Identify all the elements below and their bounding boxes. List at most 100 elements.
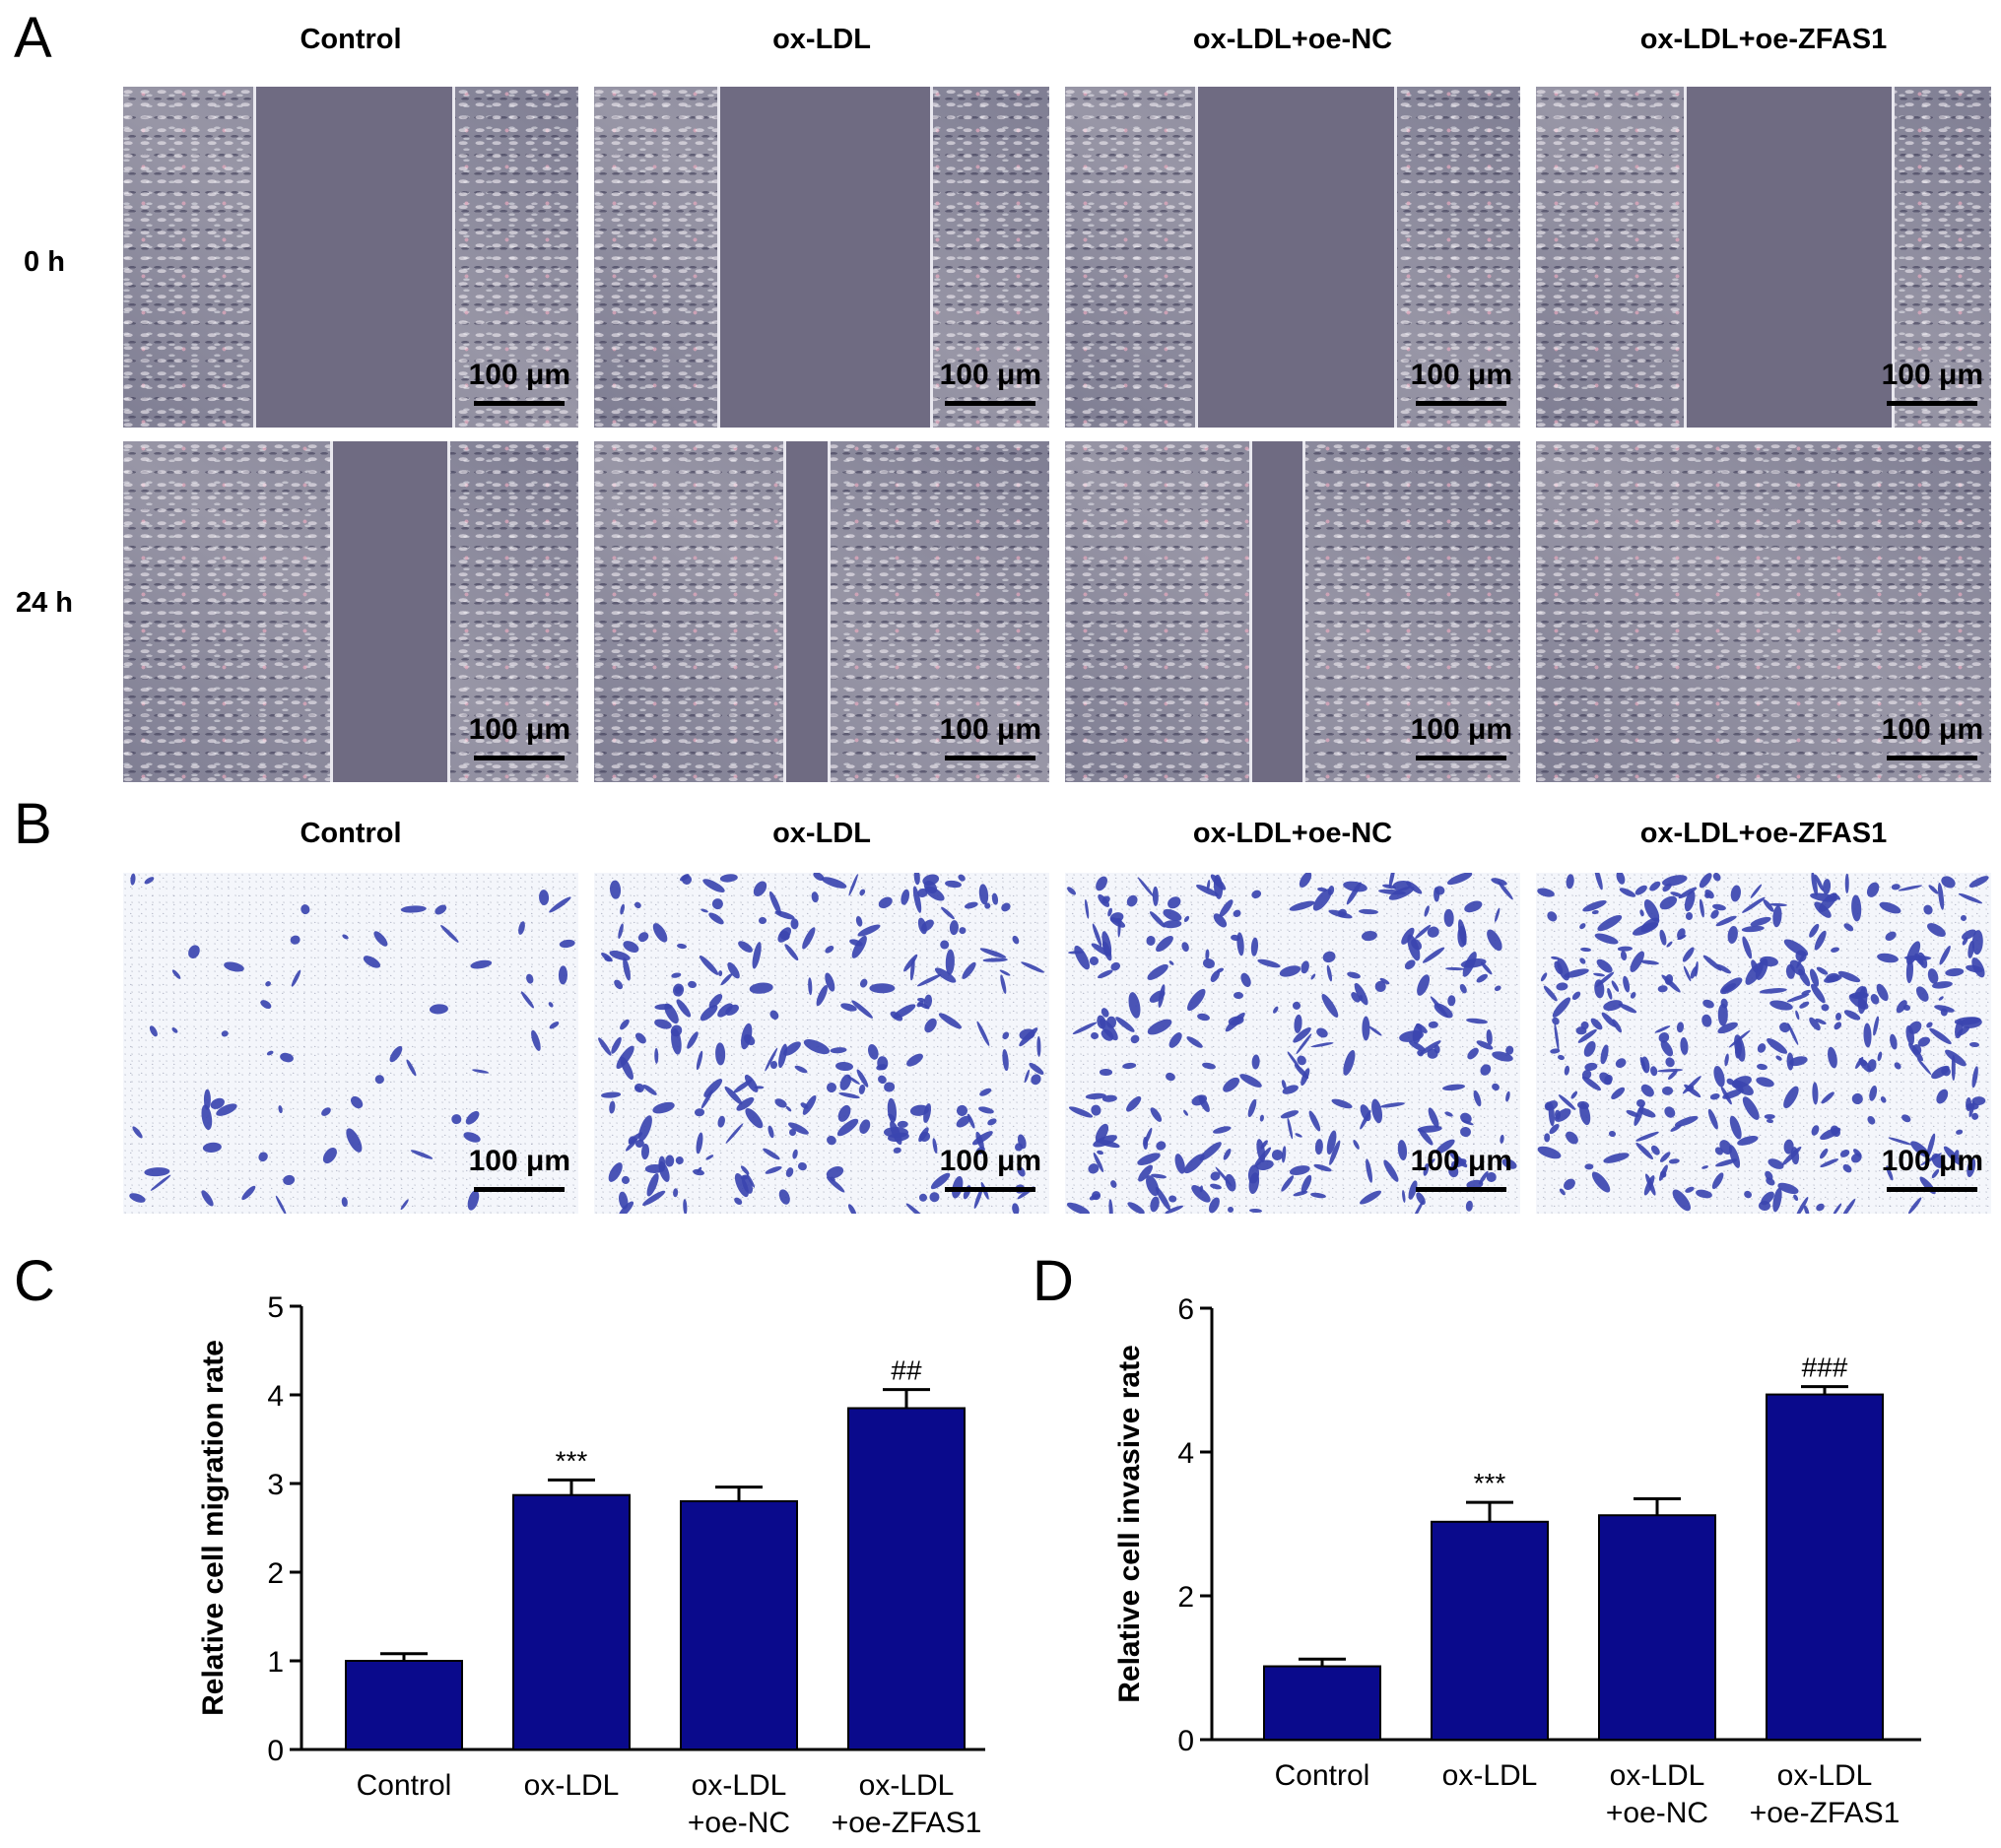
- stained-cell: [1617, 946, 1633, 952]
- stained-cell: [674, 1155, 686, 1166]
- stained-cell: [1740, 1093, 1763, 1122]
- stained-cell: [1849, 1090, 1865, 1106]
- stained-cell: [1583, 1061, 1599, 1072]
- stained-cell: [1697, 873, 1715, 891]
- scale-bar: [1887, 1187, 1977, 1192]
- stained-cell: [1727, 1144, 1743, 1170]
- stained-cell: [685, 1029, 700, 1050]
- bar: [1766, 1393, 1884, 1741]
- stained-cell: [1564, 1129, 1581, 1148]
- stained-cell: [1609, 1085, 1628, 1101]
- stained-cell: [1227, 1206, 1234, 1214]
- stained-cell: [1493, 907, 1501, 923]
- stained-cell: [1579, 947, 1592, 954]
- stained-cell: [790, 918, 799, 930]
- significance-annotation: ***: [556, 1445, 588, 1476]
- stained-cell: [1821, 1003, 1830, 1012]
- stained-cell: [913, 873, 921, 885]
- stained-cell: [838, 1090, 861, 1100]
- stained-cell: [1220, 1075, 1242, 1095]
- stained-cell: [807, 977, 814, 996]
- stained-cell: [223, 959, 245, 974]
- stained-cell: [883, 1126, 908, 1138]
- stained-cell: [143, 875, 156, 887]
- stained-cell: [1153, 934, 1175, 956]
- scratch-gap: [330, 441, 450, 782]
- scale-bar: [945, 756, 1035, 760]
- stained-cell: [1701, 1164, 1709, 1170]
- stained-cell: [1458, 1125, 1472, 1139]
- stained-cell: [1102, 1094, 1118, 1103]
- stained-cell: [716, 1115, 727, 1129]
- stained-cell: [171, 1025, 179, 1034]
- stained-cell: [617, 922, 626, 940]
- stained-cell: [1020, 959, 1046, 975]
- stained-cell: [1309, 972, 1317, 981]
- stained-cell: [824, 1080, 838, 1094]
- stained-cell: [1913, 983, 1931, 1004]
- stained-cell: [1740, 895, 1767, 914]
- stained-cell: [939, 939, 950, 950]
- stained-cell: [170, 968, 182, 981]
- stained-cell: [1892, 1060, 1902, 1071]
- stained-cell: [1422, 945, 1447, 964]
- stained-cell: [918, 1192, 929, 1203]
- stained-cell: [1248, 1209, 1262, 1214]
- panel-label-d: D: [1033, 1249, 1074, 1313]
- stained-cell: [1443, 908, 1454, 927]
- stained-cell: [1401, 1190, 1407, 1204]
- stained-cell: [1256, 957, 1281, 970]
- stained-cell: [1891, 883, 1901, 891]
- stained-cell: [1281, 1145, 1287, 1162]
- stained-cell: [1864, 880, 1882, 899]
- stained-cell: [1872, 1016, 1880, 1037]
- stained-cell: [1136, 876, 1156, 898]
- stained-cell: [650, 1100, 676, 1116]
- stained-cell: [719, 873, 738, 884]
- stained-cell: [1639, 908, 1645, 917]
- stained-cell: [1917, 1174, 1939, 1197]
- stained-cell: [1705, 1108, 1720, 1131]
- scale-bar: [474, 756, 565, 760]
- stained-cell: [1475, 972, 1490, 985]
- stained-cell: [450, 1114, 462, 1126]
- stained-cell: [274, 1194, 288, 1214]
- stained-cell: [732, 1195, 744, 1207]
- stained-cell: [855, 915, 864, 928]
- stained-cell: [1877, 899, 1902, 916]
- stained-cell: [1970, 1065, 1979, 1089]
- scale-bar-label: 100 μm: [1881, 359, 1983, 391]
- stained-cell: [1695, 1188, 1713, 1200]
- x-tick-label: ox-LDL: [859, 1769, 955, 1802]
- stained-cell: [1900, 1112, 1913, 1124]
- stained-cell: [1145, 960, 1170, 982]
- wound-image-0h-1: 100 μm: [594, 87, 1049, 428]
- stained-cell: [1465, 1200, 1474, 1213]
- stained-cell: [1756, 1041, 1768, 1055]
- stained-cell: [964, 899, 979, 910]
- stained-cell: [1792, 1194, 1800, 1203]
- stained-cell: [1553, 1023, 1561, 1051]
- stained-cell: [256, 1151, 270, 1164]
- stained-cell: [1656, 1163, 1670, 1183]
- stained-cell: [764, 1163, 783, 1175]
- stained-cell: [1491, 1082, 1501, 1092]
- stained-cell: [883, 1082, 896, 1093]
- stained-cell: [999, 974, 1008, 995]
- stained-cell: [1935, 882, 1945, 910]
- stained-cell: [1500, 1135, 1505, 1145]
- panel-b-title-oxldl: ox-LDL: [772, 818, 871, 849]
- x-tick-label: +oe-NC: [1606, 1797, 1708, 1829]
- stained-cell: [715, 1042, 726, 1066]
- stained-cell: [750, 940, 764, 969]
- bar: [1263, 1665, 1381, 1742]
- stained-cell: [670, 972, 682, 979]
- stained-cell: [799, 925, 818, 952]
- stained-cell: [1458, 982, 1469, 995]
- stained-cell: [1340, 1048, 1358, 1077]
- stained-cell: [634, 1030, 649, 1046]
- stained-cell: [1658, 1038, 1676, 1059]
- stained-cell: [1126, 991, 1143, 1020]
- stained-cell: [148, 1024, 160, 1038]
- stained-cell: [927, 1190, 941, 1204]
